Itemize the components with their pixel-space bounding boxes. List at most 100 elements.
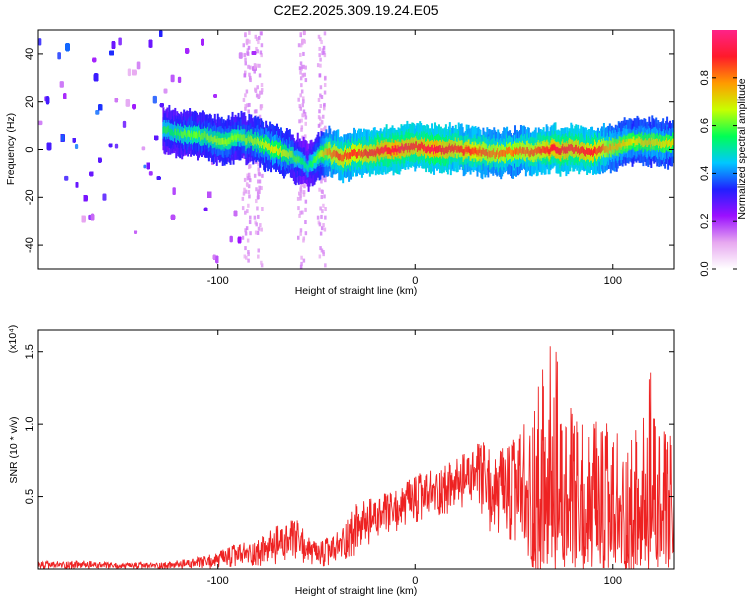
spectrogram-noise-cell: [64, 175, 69, 181]
spectrogram-noise-cell: [301, 38, 304, 43]
spectrogram-noise-cell: [253, 63, 257, 68]
spectrogram-noise-cell: [320, 119, 324, 124]
spectrogram-noise-cell: [246, 173, 249, 178]
spectrogram-x-ticks: -100 0 100: [207, 30, 622, 287]
spectrogram-noise-cell: [63, 93, 67, 100]
spectrogram-noise-cell: [247, 172, 251, 177]
spectrogram-heatmap: [38, 30, 674, 269]
spectrogram-noise-cell: [300, 83, 303, 88]
spectrogram-noise-cell: [320, 226, 324, 231]
x-tick-label: -100: [207, 575, 229, 587]
spectrogram-noise-cell: [259, 90, 262, 95]
spectrogram-noise-cell: [299, 70, 302, 75]
spectrogram-noise-cell: [244, 189, 248, 194]
spectrogram-noise-cell: [243, 187, 246, 192]
spectrogram-noise-cell: [304, 78, 308, 83]
spectrogram-noise-cell: [298, 191, 301, 196]
spectrogram-noise-cell: [244, 32, 247, 37]
spectrogram-noise-cell: [324, 207, 327, 212]
spectrogram-noise-cell: [259, 223, 262, 228]
spectrogram-noise-cell: [322, 252, 325, 257]
spectrogram-noise-cell: [304, 207, 307, 212]
spectrogram-noise-cell: [299, 52, 302, 57]
spectrogram-y-axis-label: Frequency (Hz): [5, 113, 17, 185]
spectrogram-noise-cell: [118, 37, 122, 46]
spectrogram-noise-cell: [251, 51, 257, 55]
spectrogram-noise-cell: [297, 43, 301, 48]
spectrogram-noise-cell: [320, 268, 323, 269]
spectrogram-noise-cell: [122, 120, 127, 128]
spectrogram-noise-cell: [317, 34, 321, 39]
spectrogram-noise-cell: [45, 96, 50, 105]
spectrogram-noise-cell: [257, 162, 260, 167]
spectrogram-noise-cell: [127, 68, 132, 77]
spectrogram-noise-cell: [170, 214, 176, 220]
spectrogram-noise-cell: [246, 48, 250, 53]
spectrogram-noise-cell: [245, 255, 248, 260]
spectrogram-noise-cell: [247, 250, 250, 255]
spectrogram-noise-cell: [317, 97, 321, 102]
spectrogram-noise-cell: [146, 162, 150, 170]
spectrogram-noise-cell: [152, 95, 157, 104]
spectrogram-noise-cell: [324, 178, 327, 183]
spectrogram-noise-cell: [212, 254, 216, 260]
spectrogram-noise-cell: [299, 187, 302, 192]
spectrogram-noise-cell: [322, 45, 326, 50]
spectrogram-noise-cell: [258, 63, 261, 68]
spectrogram-noise-cell: [159, 103, 164, 108]
spectrogram-noise-cell: [260, 104, 264, 109]
spectrogram-y-ticks: -40 -20 0 20 40: [24, 48, 674, 253]
spectrogram-noise-cell: [301, 113, 304, 118]
spectrogram-noise-cell: [302, 109, 306, 114]
spectrogram-noise-cell: [244, 104, 247, 109]
spectrogram-noise-cell: [243, 53, 246, 58]
spectrogram-noise-cell: [301, 182, 304, 187]
spectrogram-noise-cell: [256, 85, 259, 90]
spectrogram-noise-cell: [323, 227, 327, 232]
spectrogram-noise-cell: [316, 63, 320, 68]
spectrogram-noise-cell: [303, 30, 306, 35]
spectrogram-noise-cell: [238, 52, 243, 59]
spectrogram-noise-cell: [245, 89, 249, 94]
spectrogram-noise-cell: [300, 255, 303, 260]
spectrogram-noise-cell: [301, 210, 304, 215]
spectrogram-noise-cell: [254, 87, 257, 92]
spectrogram-noise-cell: [299, 193, 302, 198]
spectrogram-noise-cell: [243, 73, 246, 78]
spectrogram-noise-cell: [247, 184, 251, 189]
spectrogram-noise-cell: [255, 46, 258, 51]
spectrogram-noise-cell: [319, 104, 323, 109]
spectrogram-noise-cell: [322, 223, 325, 228]
y-tick-label: -20: [24, 189, 36, 205]
spectrogram-noise-cell: [254, 34, 258, 39]
spectrogram-noise-cell: [324, 215, 327, 220]
spectrogram-noise-cell: [154, 135, 159, 141]
spectrogram-noise-cell: [249, 231, 252, 236]
spectrogram-noise-cell: [259, 106, 263, 111]
spectrogram-noise-cell: [253, 173, 257, 178]
spectrogram-noise-cell: [215, 255, 219, 264]
spectrogram-noise-cell: [257, 226, 261, 231]
snr-frame: [37, 329, 675, 570]
spectrogram-noise-cell: [245, 41, 249, 46]
snr-y-multiplier: (x10⁴): [7, 325, 19, 353]
spectrogram-noise-cell: [248, 102, 251, 107]
y-tick-label: -40: [24, 237, 36, 253]
spectrogram-noise-cell: [319, 122, 322, 127]
snr-panel: -100 0 100 0.5 1.0 1.5 Height of straight li…: [7, 325, 675, 597]
spectrogram-noise-cell: [299, 228, 303, 233]
spectrogram-noise-cell: [257, 214, 260, 219]
snr-series-path: [38, 346, 674, 569]
spectrogram-noise-cell: [318, 73, 322, 78]
spectrogram-noise-cell: [321, 48, 325, 53]
spectrogram-noise-cell: [257, 40, 260, 45]
spectrogram-noise-cell: [322, 250, 325, 255]
spectrogram-noise-cell: [304, 231, 308, 236]
spectrogram-noise-cell: [299, 231, 302, 236]
spectrogram-noise-cell: [302, 96, 305, 101]
x-tick-label: 100: [604, 575, 622, 587]
spectrogram-noise-cell: [260, 90, 264, 95]
spectrogram-noise-cell: [299, 189, 303, 194]
spectrogram-noise-cell: [243, 177, 247, 182]
spectrogram-noise-cell: [302, 64, 306, 69]
